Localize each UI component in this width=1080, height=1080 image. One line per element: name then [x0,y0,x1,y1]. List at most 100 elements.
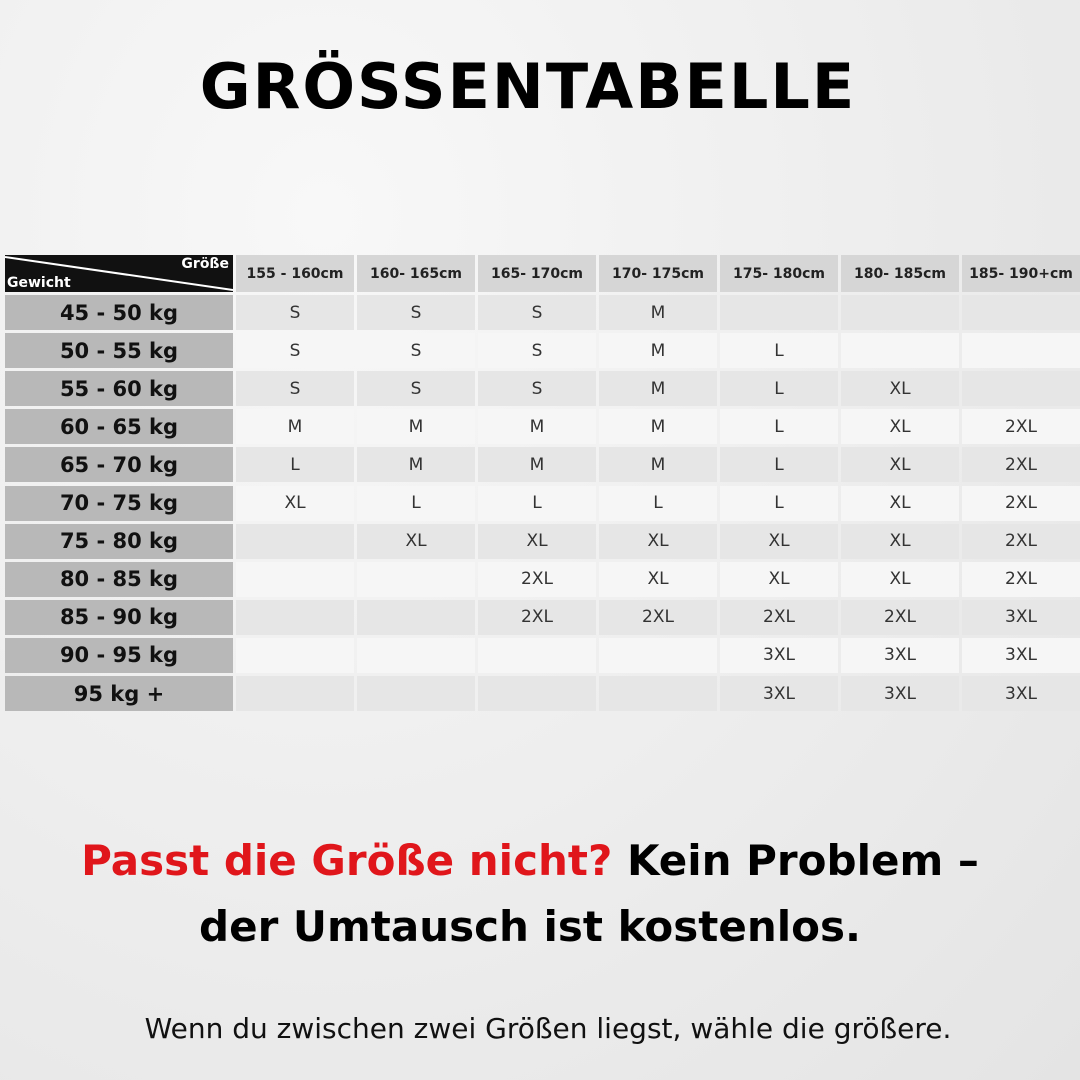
size-cell [841,295,959,331]
row-label: 55 - 60 kg [5,371,233,407]
column-header: 160- 165cm [357,255,475,292]
row-label: 50 - 55 kg [5,333,233,369]
size-cell: 2XL [478,561,596,597]
row-label: 45 - 50 kg [5,295,233,331]
size-cell: 3XL [962,676,1080,712]
size-cell: M [357,409,475,445]
tagline-highlight: Passt die Größe nicht? [81,836,613,885]
corner-top: Größe [181,256,229,272]
corner-diagonal [5,256,233,291]
size-cell: XL [599,561,717,597]
size-cell: 3XL [962,637,1080,673]
title: GRÖSSENTABELLE [199,50,857,123]
row-label: 85 - 90 kg [5,599,233,635]
size-cell [357,599,475,635]
size-cell: L [599,485,717,521]
size-cell: 2XL [962,447,1080,483]
size-cell: S [478,333,596,369]
column-header: 165- 170cm [478,255,596,292]
size-cell: 2XL [962,561,1080,597]
size-cell: XL [841,371,959,407]
size-cell: XL [841,447,959,483]
size-cell: M [478,447,596,483]
tagline: Passt die Größe nicht? Kein Problem – de… [0,828,1060,960]
size-cell: L [720,371,838,407]
size-cell: 3XL [720,676,838,712]
size-cell: XL [841,409,959,445]
size-cell: M [236,409,354,445]
size-cell [236,599,354,635]
size-cell [236,637,354,673]
size-cell: 3XL [962,599,1080,635]
column-header: 175- 180cm [720,255,838,292]
size-cell: L [720,409,838,445]
size-cell [720,295,838,331]
size-cell: M [478,409,596,445]
size-cell [236,561,354,597]
size-cell: 2XL [599,599,717,635]
column-header: 170- 175cm [599,255,717,292]
size-cell: L [478,485,596,521]
size-cell: L [720,447,838,483]
size-cell: XL [599,523,717,559]
size-cell: XL [236,485,354,521]
row-label: 80 - 85 kg [5,561,233,597]
size-cell: 3XL [841,676,959,712]
size-cell: XL [478,523,596,559]
note: Wenn du zwischen zwei Größen liegst, wäh… [144,1012,952,1045]
size-cell: L [720,485,838,521]
size-cell: 2XL [962,409,1080,445]
size-cell: L [720,333,838,369]
size-cell: XL [841,485,959,521]
size-cell: M [599,295,717,331]
size-cell: 2XL [962,523,1080,559]
size-cell [357,561,475,597]
size-cell: M [357,447,475,483]
size-cell [357,637,475,673]
size-cell: XL [720,561,838,597]
table-corner: Größe Gewicht [5,255,233,292]
size-cell [599,676,717,712]
row-label: 65 - 70 kg [5,447,233,483]
size-cell [236,523,354,559]
column-header: 185- 190+cm [962,255,1080,292]
size-cell [841,333,959,369]
size-cell [478,637,596,673]
size-cell [478,676,596,712]
size-cell: M [599,333,717,369]
size-cell: S [236,333,354,369]
corner-bottom: Gewicht [7,275,71,291]
size-cell: 3XL [841,637,959,673]
row-label: 95 kg + [5,676,233,712]
size-cell [962,371,1080,407]
size-cell: 2XL [841,599,959,635]
size-cell: S [478,371,596,407]
size-cell: S [357,371,475,407]
size-cell: L [357,485,475,521]
size-cell [962,295,1080,331]
size-cell: XL [720,523,838,559]
size-cell: S [236,371,354,407]
column-header: 155 - 160cm [236,255,354,292]
size-cell: XL [841,523,959,559]
size-cell: M [599,371,717,407]
size-cell: XL [841,561,959,597]
size-cell [236,676,354,712]
row-label: 90 - 95 kg [5,637,233,673]
size-cell: S [478,295,596,331]
size-cell: S [357,333,475,369]
size-cell [357,676,475,712]
size-cell: 2XL [962,485,1080,521]
tagline-rest: Kein Problem – [626,836,979,885]
row-label: 75 - 80 kg [5,523,233,559]
size-cell: L [236,447,354,483]
size-cell: XL [357,523,475,559]
column-header: 180- 185cm [841,255,959,292]
size-cell: 3XL [720,637,838,673]
size-cell: S [236,295,354,331]
tagline-line2: der Umtausch ist kostenlos. [199,902,861,951]
size-cell: 2XL [720,599,838,635]
size-cell: M [599,409,717,445]
size-cell: M [599,447,717,483]
size-cell: 2XL [478,599,596,635]
